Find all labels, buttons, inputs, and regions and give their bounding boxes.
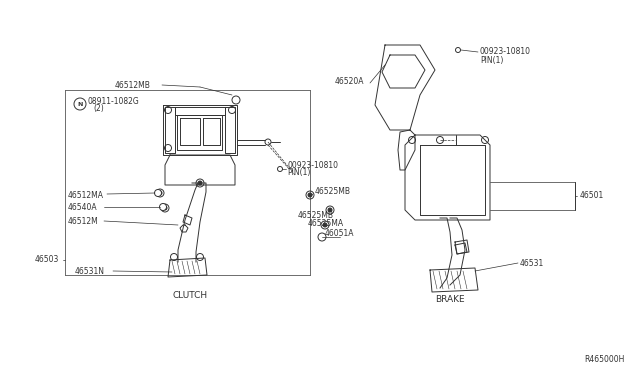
Text: 46512MB: 46512MB — [115, 80, 151, 90]
Circle shape — [436, 137, 444, 144]
Circle shape — [196, 253, 204, 260]
Circle shape — [164, 144, 172, 151]
Circle shape — [278, 167, 282, 171]
Text: (2): (2) — [93, 105, 104, 113]
Circle shape — [408, 137, 415, 144]
Circle shape — [159, 203, 166, 211]
Text: 46520A: 46520A — [335, 77, 365, 87]
Text: 46501: 46501 — [580, 192, 604, 201]
Circle shape — [318, 233, 326, 241]
Circle shape — [161, 204, 169, 212]
Circle shape — [326, 206, 334, 214]
Circle shape — [232, 96, 240, 104]
Text: 46525MB: 46525MB — [298, 211, 334, 219]
Text: 46503: 46503 — [35, 256, 60, 264]
Text: PIN(1): PIN(1) — [480, 55, 504, 64]
Text: N: N — [77, 102, 83, 106]
Text: 00923-10810: 00923-10810 — [287, 160, 338, 170]
Circle shape — [328, 208, 332, 212]
Circle shape — [164, 106, 172, 113]
Text: 46051A: 46051A — [325, 228, 355, 237]
Circle shape — [481, 137, 488, 144]
Text: 00923-10810: 00923-10810 — [480, 48, 531, 57]
Circle shape — [321, 221, 329, 229]
Circle shape — [163, 206, 167, 210]
Circle shape — [196, 179, 204, 187]
Text: 46540A: 46540A — [68, 203, 98, 212]
Text: CLUTCH: CLUTCH — [172, 291, 207, 299]
Circle shape — [198, 181, 202, 185]
Circle shape — [74, 98, 86, 110]
Circle shape — [228, 106, 236, 113]
Circle shape — [323, 223, 327, 227]
Circle shape — [308, 193, 312, 197]
Text: R465000H: R465000H — [584, 356, 625, 365]
Circle shape — [456, 48, 461, 52]
Circle shape — [156, 189, 164, 197]
Text: 08911-1082G: 08911-1082G — [88, 96, 140, 106]
Text: 46512MA: 46512MA — [68, 190, 104, 199]
Text: 46531N: 46531N — [75, 267, 105, 276]
Text: 46531: 46531 — [520, 259, 544, 267]
Circle shape — [170, 253, 177, 260]
Circle shape — [154, 189, 161, 196]
Text: 46512M: 46512M — [68, 218, 99, 227]
Text: 46525MA: 46525MA — [308, 219, 344, 228]
Circle shape — [306, 191, 314, 199]
Circle shape — [265, 139, 271, 145]
Text: 46525MB: 46525MB — [315, 187, 351, 196]
Text: BRAKE: BRAKE — [435, 295, 465, 305]
Circle shape — [158, 191, 162, 195]
Text: PIN(1): PIN(1) — [287, 169, 310, 177]
